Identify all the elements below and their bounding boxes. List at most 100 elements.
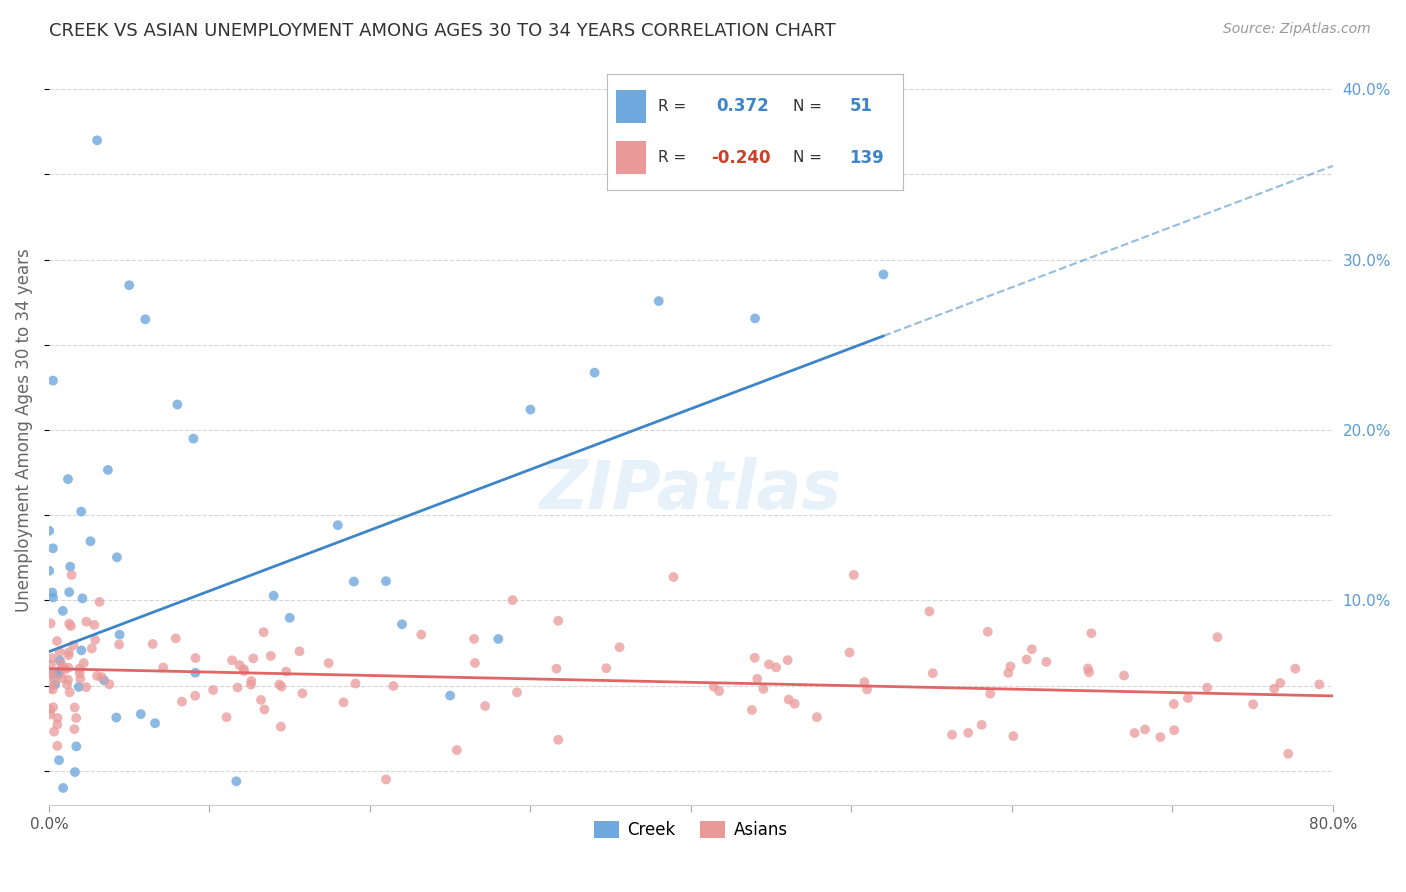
Point	[79, 534, 101, 549]
Point	[65, 739, 87, 754]
Point	[1284, 662, 1306, 676]
Point	[70, 643, 93, 657]
Point	[609, 640, 631, 655]
Point	[291, 686, 314, 700]
Point	[170, 695, 193, 709]
Point	[741, 703, 763, 717]
Point	[59, 559, 82, 574]
Point	[84, 632, 107, 647]
Point	[232, 662, 254, 676]
Point	[86, 133, 108, 147]
Text: ZIPatlas: ZIPatlas	[540, 457, 842, 523]
Point	[166, 397, 188, 411]
Point	[63, 722, 86, 736]
Point	[48, 665, 70, 679]
Point	[1112, 668, 1135, 682]
Point	[48, 753, 70, 767]
Point	[42, 541, 65, 556]
Point	[42, 700, 65, 714]
Point	[63, 765, 86, 780]
Point	[1077, 661, 1099, 675]
Point	[546, 662, 568, 676]
Point	[872, 268, 894, 282]
Point	[48, 653, 70, 667]
Point	[39, 669, 62, 683]
Point	[42, 667, 65, 681]
Point	[46, 711, 69, 725]
Point	[48, 645, 70, 659]
Point	[142, 637, 165, 651]
Point	[228, 658, 250, 673]
Point	[474, 699, 496, 714]
Point	[98, 677, 121, 691]
Point	[42, 374, 65, 388]
Point	[39, 657, 62, 672]
Point	[752, 681, 775, 696]
Point	[108, 627, 131, 641]
Point	[51, 671, 73, 685]
Point	[758, 657, 780, 672]
Point	[806, 710, 828, 724]
Point	[288, 644, 311, 658]
Point	[72, 591, 94, 606]
Point	[648, 294, 671, 309]
Point	[69, 662, 91, 676]
Point	[52, 604, 75, 618]
Point	[80, 641, 103, 656]
Point	[59, 619, 82, 633]
Point	[83, 618, 105, 632]
Point	[58, 645, 80, 659]
Point	[97, 463, 120, 477]
Point	[44, 675, 66, 690]
Point	[1197, 681, 1219, 695]
Point	[41, 651, 63, 665]
Text: Source: ZipAtlas.com: Source: ZipAtlas.com	[1223, 22, 1371, 37]
Point	[997, 665, 1019, 680]
Point	[1177, 691, 1199, 706]
Point	[1123, 726, 1146, 740]
Point	[75, 680, 97, 694]
Point	[1000, 659, 1022, 673]
Point	[242, 651, 264, 665]
Point	[583, 366, 606, 380]
Point	[202, 683, 225, 698]
Point	[63, 700, 86, 714]
Point	[783, 697, 806, 711]
Point	[1163, 723, 1185, 738]
Point	[53, 663, 76, 677]
Point	[921, 666, 943, 681]
Point	[60, 568, 83, 582]
Point	[1308, 677, 1330, 691]
Point	[260, 648, 283, 663]
Point	[747, 672, 769, 686]
Point	[506, 685, 529, 699]
Point	[439, 689, 461, 703]
Point	[93, 673, 115, 688]
Point	[41, 682, 63, 697]
Point	[269, 677, 291, 691]
Point	[240, 673, 263, 688]
Point	[58, 648, 80, 663]
Point	[41, 585, 63, 599]
Point	[105, 550, 128, 565]
Point	[134, 312, 156, 326]
Point	[270, 680, 292, 694]
Point	[662, 570, 685, 584]
Point	[39, 616, 62, 631]
Point	[941, 728, 963, 742]
Point	[838, 646, 860, 660]
Point	[86, 669, 108, 683]
Point	[56, 673, 79, 687]
Point	[90, 670, 112, 684]
Point	[343, 574, 366, 589]
Point	[129, 707, 152, 722]
Point	[486, 632, 509, 646]
Point	[979, 687, 1001, 701]
Point	[184, 689, 207, 703]
Point	[58, 616, 80, 631]
Point	[39, 681, 62, 695]
Point	[252, 625, 274, 640]
Point	[143, 716, 166, 731]
Point	[703, 680, 725, 694]
Point	[1263, 681, 1285, 696]
